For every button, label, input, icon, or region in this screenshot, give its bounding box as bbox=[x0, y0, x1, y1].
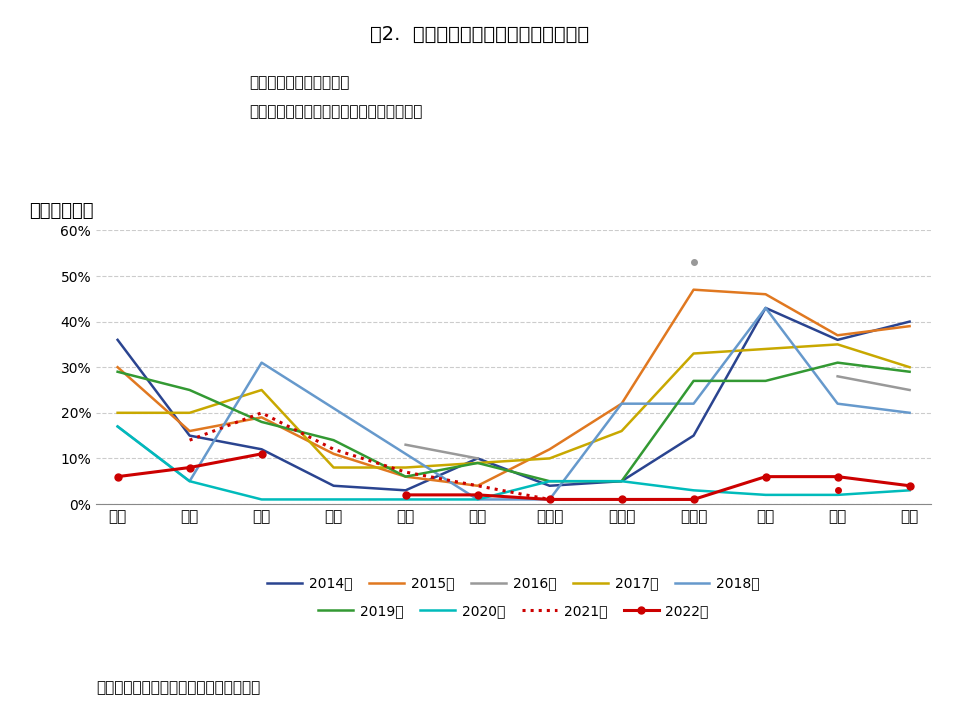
2017年 bbox=[327, 463, 339, 472]
2018年 bbox=[471, 495, 483, 504]
2019年 bbox=[471, 459, 483, 467]
2015年 bbox=[759, 290, 771, 299]
2019年 bbox=[183, 386, 195, 395]
2014年 bbox=[831, 336, 843, 344]
2014年 bbox=[327, 482, 339, 490]
Legend: 2019年, 2020年, 2021年, 2022年: 2019年, 2020年, 2021年, 2022年 bbox=[313, 598, 714, 624]
2020年 bbox=[759, 490, 771, 499]
2016年 bbox=[471, 454, 483, 463]
Line: 2016年: 2016年 bbox=[405, 445, 477, 459]
2017年 bbox=[831, 340, 843, 348]
2019年 bbox=[255, 418, 267, 426]
Line: 2018年: 2018年 bbox=[117, 308, 909, 500]
2020年 bbox=[183, 477, 195, 485]
2015年 bbox=[903, 322, 915, 330]
2018年 bbox=[111, 422, 123, 431]
Text: 陽性率（％）: 陽性率（％） bbox=[29, 202, 93, 220]
2022年 bbox=[255, 449, 267, 458]
2015年 bbox=[615, 400, 627, 408]
2021年 bbox=[543, 495, 555, 504]
Line: 2017年: 2017年 bbox=[117, 344, 909, 467]
2015年 bbox=[327, 449, 339, 458]
2022年 bbox=[183, 463, 195, 472]
2021年 bbox=[183, 436, 195, 444]
2015年 bbox=[831, 331, 843, 340]
2015年 bbox=[543, 445, 555, 454]
2014年 bbox=[903, 318, 915, 326]
2018年 bbox=[399, 449, 411, 458]
Line: 2022年: 2022年 bbox=[114, 451, 265, 480]
2020年 bbox=[399, 495, 411, 504]
2019年 bbox=[543, 477, 555, 485]
2014年 bbox=[615, 477, 627, 485]
2019年 bbox=[903, 367, 915, 376]
2021年 bbox=[399, 468, 411, 477]
2021年 bbox=[327, 445, 339, 454]
Line: 2021年: 2021年 bbox=[189, 413, 549, 500]
2018年 bbox=[543, 495, 555, 504]
2020年 bbox=[615, 477, 627, 485]
2014年 bbox=[471, 454, 483, 463]
2018年 bbox=[615, 400, 627, 408]
2019年 bbox=[327, 436, 339, 444]
2020年 bbox=[327, 495, 339, 504]
2019年 bbox=[831, 359, 843, 367]
2018年 bbox=[327, 404, 339, 413]
2019年 bbox=[615, 477, 627, 485]
Text: 図2.  食品従事者のノロウイルス陽性率: 図2. 食品従事者のノロウイルス陽性率 bbox=[371, 25, 589, 44]
Text: 対象者：食品従事者（体調不良者を含む）: 対象者：食品従事者（体調不良者を含む） bbox=[250, 104, 423, 120]
2017年 bbox=[903, 363, 915, 372]
2015年 bbox=[111, 363, 123, 372]
2019年 bbox=[399, 472, 411, 481]
2015年 bbox=[687, 285, 699, 294]
2019年 bbox=[687, 377, 699, 385]
2014年 bbox=[543, 482, 555, 490]
2020年 bbox=[111, 422, 123, 431]
2015年 bbox=[255, 413, 267, 422]
2020年 bbox=[255, 495, 267, 504]
Text: 検査法：ＲＴ－ＰＣＲ法: 検査法：ＲＴ－ＰＣＲ法 bbox=[250, 76, 350, 91]
2017年 bbox=[759, 345, 771, 354]
2021年 bbox=[255, 408, 267, 417]
2017年 bbox=[543, 454, 555, 463]
2020年 bbox=[471, 495, 483, 504]
2017年 bbox=[111, 408, 123, 417]
2017年 bbox=[687, 349, 699, 358]
2014年 bbox=[687, 431, 699, 440]
2017年 bbox=[471, 459, 483, 467]
2020年 bbox=[903, 486, 915, 495]
2018年 bbox=[903, 408, 915, 417]
2015年 bbox=[183, 427, 195, 436]
2020年 bbox=[831, 490, 843, 499]
2014年 bbox=[255, 445, 267, 454]
2014年 bbox=[759, 304, 771, 312]
2021年 bbox=[471, 482, 483, 490]
2018年 bbox=[255, 359, 267, 367]
2017年 bbox=[615, 427, 627, 436]
2017年 bbox=[255, 386, 267, 395]
Line: 2020年: 2020年 bbox=[117, 426, 909, 500]
Text: （一財）東京颌微鏡院臨床微生物検査部: （一財）東京颌微鏡院臨床微生物検査部 bbox=[96, 680, 260, 695]
2017年 bbox=[399, 463, 411, 472]
2018年 bbox=[759, 304, 771, 312]
2014年 bbox=[183, 431, 195, 440]
2016年 bbox=[399, 441, 411, 449]
2018年 bbox=[687, 400, 699, 408]
2018年 bbox=[183, 477, 195, 485]
2014年 bbox=[399, 486, 411, 495]
2015年 bbox=[471, 482, 483, 490]
Line: 2014年: 2014年 bbox=[117, 308, 909, 490]
2018年 bbox=[831, 400, 843, 408]
2017年 bbox=[183, 408, 195, 417]
2022年 bbox=[111, 472, 123, 481]
2020年 bbox=[687, 486, 699, 495]
Line: 2015年: 2015年 bbox=[117, 289, 909, 486]
2020年 bbox=[543, 477, 555, 485]
2019年 bbox=[759, 377, 771, 385]
Line: 2019年: 2019年 bbox=[117, 363, 909, 481]
2014年 bbox=[111, 336, 123, 344]
2019年 bbox=[111, 367, 123, 376]
2015年 bbox=[399, 472, 411, 481]
